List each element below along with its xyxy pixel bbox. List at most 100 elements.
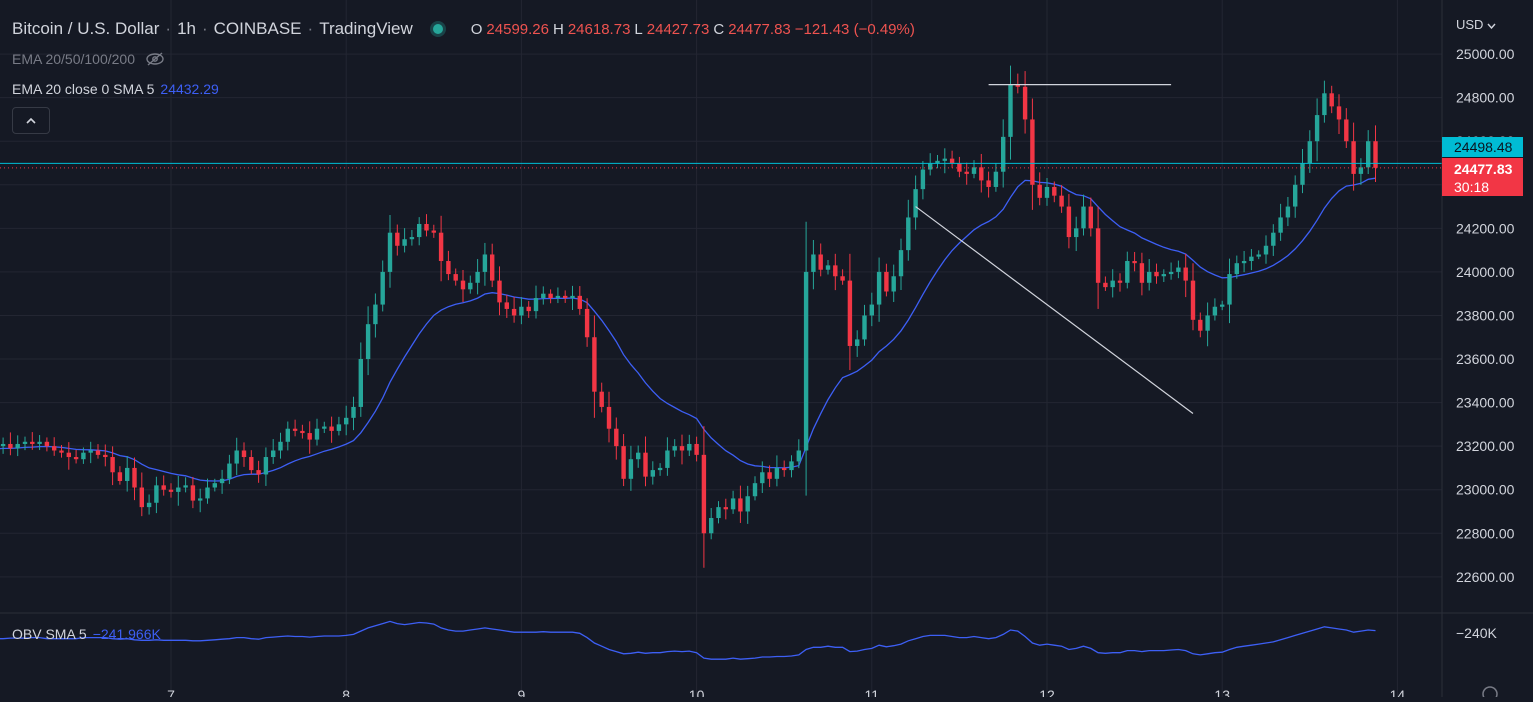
- obv-legend[interactable]: OBV SMA 5 −241.966K: [12, 626, 161, 642]
- trendline: [915, 206, 1194, 414]
- price-tick-label: 23000.00: [1456, 482, 1515, 498]
- candle-body: [1030, 119, 1035, 185]
- last-price-value: 24477.83: [1454, 161, 1513, 177]
- candle-body: [709, 518, 714, 534]
- candle-body: [1161, 274, 1166, 277]
- candle-body: [592, 337, 597, 392]
- candle-body: [1249, 256, 1254, 262]
- close-value: 24477.83: [728, 20, 791, 38]
- obv-value: −241.966K: [92, 626, 161, 642]
- candle-body: [190, 485, 196, 501]
- candle-body: [256, 470, 261, 475]
- eye-slash-icon[interactable]: [145, 52, 165, 66]
- candle-body: [694, 443, 699, 455]
- candle-body: [336, 424, 342, 431]
- candle-body: [1220, 304, 1225, 307]
- candle-body: [168, 489, 174, 492]
- candle-body: [1263, 245, 1269, 255]
- candle-body: [139, 487, 144, 508]
- candle-body: [227, 463, 232, 479]
- open-value: 24599.26: [486, 20, 549, 38]
- candle-body: [621, 446, 626, 479]
- source-label: TradingView: [319, 19, 413, 38]
- candle-body: [1293, 184, 1298, 207]
- candle-body: [614, 428, 619, 447]
- candle-body: [920, 169, 926, 190]
- candle-body: [30, 441, 35, 444]
- symbol-legend: Bitcoin / U.S. Dollar · 1h · COINBASE · …: [12, 19, 915, 39]
- obv-label: OBV SMA 5: [12, 626, 87, 642]
- candle-body: [329, 426, 334, 431]
- price-tick-label: 25000.00: [1456, 46, 1515, 62]
- open-label: O: [470, 20, 483, 38]
- candle-body: [198, 498, 203, 501]
- candle-body: [584, 308, 590, 338]
- candle-body: [212, 483, 217, 488]
- candle-body: [431, 230, 436, 233]
- ema-legend[interactable]: EMA 20 close 0 SMA 5 24432.29: [12, 81, 219, 97]
- candle-body: [606, 406, 612, 429]
- candle-body: [241, 450, 247, 458]
- candle-body: [833, 265, 838, 277]
- collapse-legend-button[interactable]: [12, 107, 50, 134]
- candle-body: [460, 280, 466, 290]
- candle-body: [1271, 232, 1276, 246]
- ema-group-legend[interactable]: EMA 20/50/100/200: [12, 51, 165, 67]
- candle-body: [884, 271, 889, 292]
- candle-body: [767, 472, 772, 479]
- candle-body: [1329, 93, 1334, 107]
- candle-body: [1322, 93, 1327, 116]
- candle-body: [599, 391, 604, 407]
- candle-body: [701, 454, 707, 534]
- candle-body: [482, 254, 488, 272]
- candle-body: [176, 487, 181, 492]
- separator: ·: [307, 19, 314, 38]
- candle-body: [1358, 167, 1364, 174]
- candle-body: [869, 304, 874, 316]
- time-tick-label: 14: [1390, 687, 1406, 697]
- price-tick-label: 23400.00: [1456, 395, 1515, 411]
- candle-body: [1314, 115, 1320, 142]
- exchange-label: COINBASE: [213, 19, 302, 38]
- candle-body: [81, 452, 86, 460]
- candle-body: [249, 457, 254, 471]
- candle-body: [438, 232, 444, 262]
- ohlc-values: O 24599.26 H 24618.73 L 24427.73 C 24477.83 …: [471, 21, 915, 38]
- candle-body: [110, 457, 115, 473]
- symbol-name[interactable]: Bitcoin / U.S. Dollar: [12, 19, 160, 38]
- candle-body: [563, 295, 568, 299]
- candle-body: [1168, 271, 1174, 275]
- candle-body: [541, 293, 546, 299]
- candle-body: [285, 428, 290, 442]
- change-value: −121.43 (−0.49%): [794, 20, 915, 38]
- candle-body: [957, 163, 962, 172]
- candle-body: [424, 223, 429, 231]
- candle-body: [511, 308, 517, 316]
- time-tick-label: 11: [865, 687, 880, 697]
- obv-tick-label: −240K: [1456, 625, 1498, 641]
- candle-body: [117, 472, 123, 481]
- candle-body: [497, 280, 502, 303]
- candle-body: [1103, 282, 1108, 288]
- price-tick-label: 24000.00: [1456, 264, 1515, 280]
- candle-body: [811, 254, 816, 272]
- close-label: C: [713, 20, 725, 38]
- candle-body: [1256, 254, 1261, 257]
- candle-body: [679, 446, 685, 451]
- candle-body: [1190, 280, 1196, 320]
- candle-body: [271, 450, 276, 458]
- time-tick-label: 9: [518, 687, 526, 697]
- interval-label[interactable]: 1h: [177, 19, 196, 38]
- candle-body: [913, 189, 918, 218]
- candle-body: [935, 160, 940, 163]
- candle-body: [322, 426, 327, 429]
- currency-selector[interactable]: USD: [1456, 17, 1496, 32]
- currency-label: USD: [1456, 17, 1484, 32]
- candle-body: [95, 450, 101, 455]
- settings-icon[interactable]: [1482, 686, 1498, 702]
- candle-body: [533, 298, 539, 312]
- candle-body: [417, 223, 422, 238]
- candle-body: [1037, 184, 1042, 198]
